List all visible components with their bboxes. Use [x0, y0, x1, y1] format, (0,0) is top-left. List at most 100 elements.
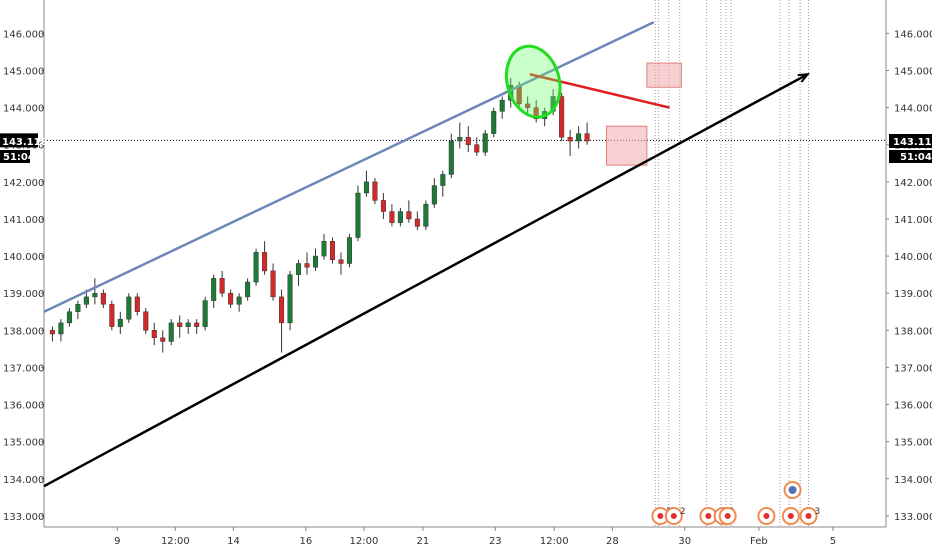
- candle-body: [219, 278, 225, 294]
- event-count: 3: [815, 507, 821, 517]
- candle-body: [329, 241, 335, 260]
- candle-body: [92, 292, 98, 298]
- event-dot-icon: [670, 513, 677, 519]
- y-tick-label-right: 137.000: [894, 363, 932, 374]
- x-tick-label: 28: [606, 536, 619, 547]
- resistance-line[interactable]: [529, 73, 670, 109]
- candle-body: [109, 304, 115, 327]
- event-dot-icon: [805, 513, 812, 519]
- candle-body: [474, 144, 480, 153]
- event-marker[interactable]: [757, 507, 776, 525]
- projection-box-upper[interactable]: [646, 62, 682, 88]
- x-tick-label: 12:00: [161, 536, 190, 547]
- candle-body: [58, 322, 64, 335]
- left-price-tag-box: [0, 133, 38, 148]
- candle-body: [66, 311, 72, 324]
- candle-body: [431, 185, 437, 205]
- right-price-tag: 143.118 51:04: [889, 134, 932, 163]
- candle-body: [143, 311, 149, 331]
- candle-body: [296, 263, 302, 275]
- y-tick-label-left: 136.000: [3, 401, 44, 412]
- x-tick-label: 9: [114, 536, 120, 547]
- x-tick-label: 16: [299, 536, 312, 547]
- event-dot-icon: [724, 513, 731, 519]
- y-tick-label-right: 135.000: [894, 438, 932, 449]
- trendlines[interactable]: [43, 21, 810, 488]
- candle-body: [457, 137, 463, 142]
- axes: 133.000 133.000 134.000 134.000 135.000 135.0…: [3, 29, 932, 547]
- y-tick-label-left: 144.000: [3, 104, 44, 115]
- candle-body: [228, 292, 234, 305]
- candle-body: [406, 211, 412, 220]
- event-marker[interactable]: 2: [664, 507, 686, 525]
- candle-body: [576, 133, 582, 142]
- y-tick-label-left: 134.000: [3, 475, 44, 486]
- projection-box-lower[interactable]: [605, 125, 648, 166]
- candle-body: [380, 200, 386, 212]
- y-tick-label-left: 146.000: [3, 29, 44, 40]
- event-markers[interactable]: 5233: [651, 481, 821, 525]
- y-tick-label-left: 140.000: [3, 252, 44, 263]
- y-tick-label-left: 133.000: [3, 512, 44, 523]
- candle-body: [117, 318, 123, 327]
- candle-body: [194, 322, 200, 327]
- event-count: 2: [680, 507, 686, 517]
- candle-body: [482, 133, 488, 153]
- y-tick-label-right: 134.000: [894, 475, 932, 486]
- candle-body: [83, 296, 89, 305]
- candle-body: [440, 174, 446, 186]
- y-tick-label-left: 141.000: [3, 215, 44, 226]
- candle-body: [313, 255, 319, 268]
- event-marker[interactable]: [718, 507, 737, 525]
- candle-body: [262, 252, 268, 272]
- candle-body: [287, 274, 293, 324]
- y-tick-label-right: 139.000: [894, 289, 932, 300]
- left-countdown: 51:04: [3, 152, 35, 163]
- x-tick-label: 14: [227, 536, 240, 547]
- candle-body: [372, 181, 378, 201]
- event-dot-icon: [657, 513, 664, 519]
- x-tick-label: 30: [678, 536, 691, 547]
- candle-body: [168, 322, 174, 342]
- candle-body: [253, 252, 259, 283]
- candle-body: [126, 296, 132, 320]
- candle-body: [448, 140, 454, 175]
- drawing-shapes[interactable]: [605, 62, 682, 166]
- y-tick-label-left: 145.000: [3, 67, 44, 78]
- grid: [43, 0, 887, 528]
- upper-channel-line[interactable]: [43, 21, 655, 313]
- event-dot-icon: [763, 513, 770, 519]
- flag-event-dot-icon: [788, 486, 797, 494]
- x-tick-label: Feb: [750, 536, 768, 547]
- right-countdown: 51:04: [900, 152, 932, 163]
- y-tick-label-left: 135.000: [3, 438, 44, 449]
- trend-arrow-head: [797, 73, 810, 83]
- x-tick-label: 12:00: [540, 536, 569, 547]
- candle-body: [567, 137, 573, 142]
- y-tick-label-left: 142.000: [3, 178, 44, 189]
- candle-body: [245, 281, 251, 298]
- left-countdown-box: [0, 150, 30, 163]
- candle-body: [185, 322, 191, 327]
- candle-body: [346, 237, 352, 264]
- y-tick-label-right: 133.000: [894, 512, 932, 523]
- candle-body: [491, 111, 497, 134]
- candle-body: [134, 296, 140, 312]
- candle-body: [202, 300, 208, 327]
- candle-body: [499, 100, 505, 112]
- candle-body: [151, 330, 157, 338]
- y-tick-label-left: 138.000: [3, 326, 44, 337]
- highlight-ellipse[interactable]: [499, 40, 568, 123]
- candle-body: [525, 103, 531, 108]
- event-marker[interactable]: [781, 507, 800, 525]
- candles: [49, 77, 590, 353]
- event-marker[interactable]: 3: [799, 507, 821, 525]
- candle-body: [559, 96, 565, 138]
- lower-trend-line[interactable]: [43, 73, 809, 488]
- candle-body: [177, 322, 183, 327]
- left-price-value: 143.118: [2, 137, 48, 148]
- candle-body: [397, 211, 403, 223]
- candle-body: [270, 270, 276, 298]
- y-tick-label-right: 138.000: [894, 326, 932, 337]
